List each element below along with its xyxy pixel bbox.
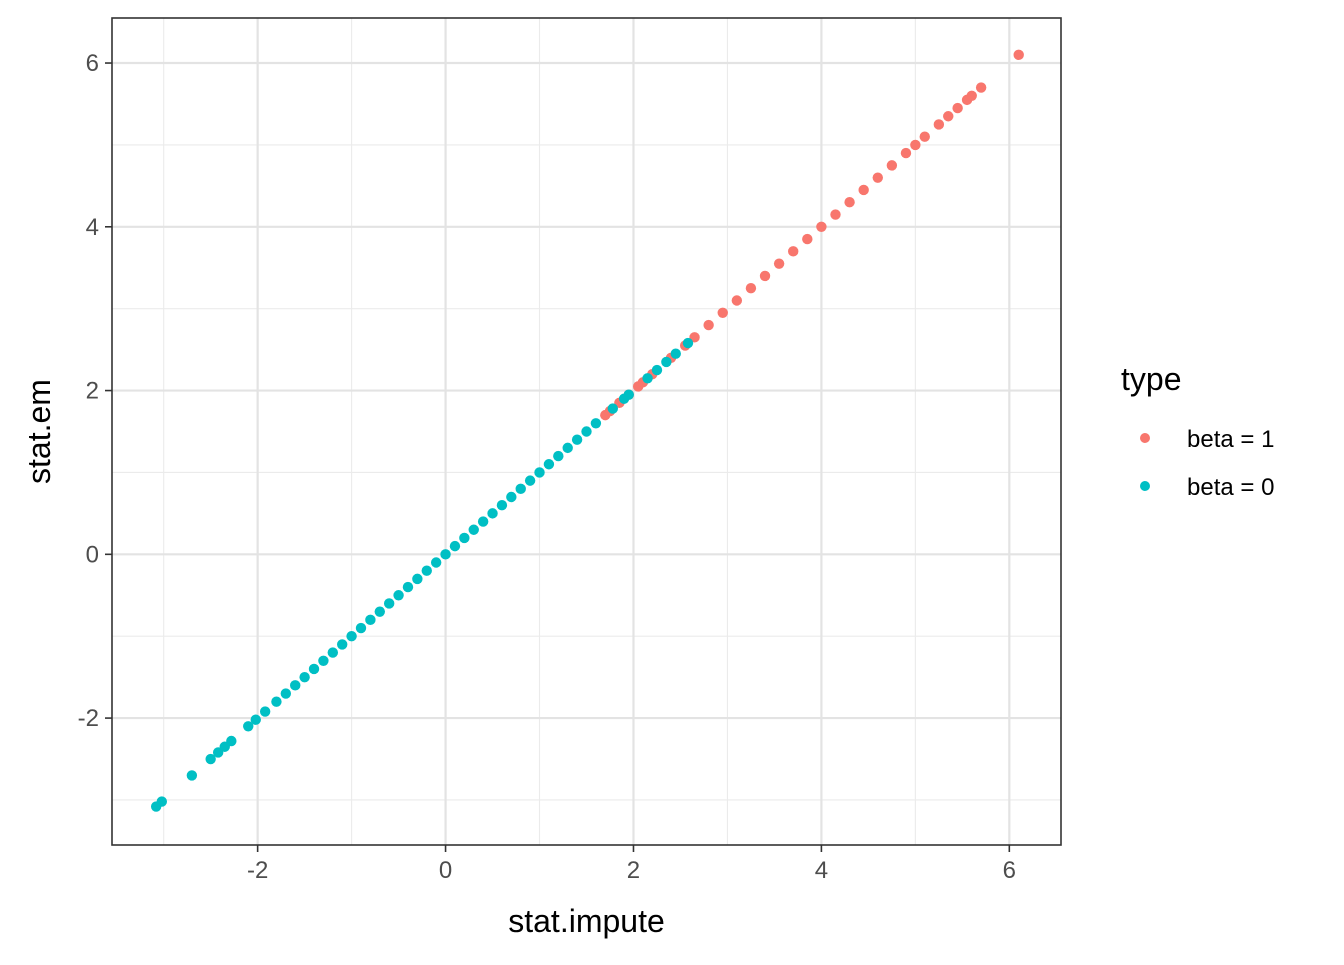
point-beta-0 (186, 770, 198, 781)
point-beta-0 (374, 606, 385, 617)
point-beta-0 (515, 483, 526, 495)
point-beta-1 (943, 111, 954, 122)
y-tick-label: -2 (78, 705, 99, 732)
x-axis: -2 0 2 4 6 (247, 845, 1016, 884)
point-beta-0 (337, 639, 348, 650)
point-beta-0 (581, 426, 592, 437)
y-tick-label: 2 (86, 378, 99, 405)
major-gridlines (112, 18, 1061, 845)
y-axis-title: stat.em (21, 379, 57, 484)
point-beta-0 (642, 373, 653, 384)
point-beta-0 (543, 459, 555, 470)
panel-border (111, 17, 1062, 846)
point-beta-0 (449, 540, 461, 552)
point-beta-1 (703, 319, 714, 331)
point-beta-0 (590, 418, 602, 429)
x-axis-title: stat.impute (508, 903, 665, 939)
point-beta-1 (919, 131, 930, 142)
y-axis: -2 0 2 4 6 (78, 50, 112, 732)
y-tick-label: 0 (86, 541, 99, 568)
legend-label-beta-1: beta = 1 (1187, 426, 1274, 453)
point-beta-1 (731, 295, 743, 306)
point-beta-0 (430, 557, 442, 568)
legend-key-beta-0 (1140, 481, 1150, 491)
point-beta-1 (900, 147, 912, 159)
x-tick-label: 6 (1003, 857, 1016, 884)
x-tick-label: 0 (439, 857, 452, 884)
point-beta-0 (280, 688, 292, 699)
minor-gridlines (112, 18, 1061, 845)
point-beta-1 (886, 160, 898, 171)
point-beta-1 (816, 221, 827, 232)
point-beta-1 (788, 246, 799, 257)
point-beta-0 (318, 655, 329, 666)
x-tick-label: 4 (815, 857, 828, 884)
point-beta-0 (243, 721, 254, 732)
point-beta-0 (271, 696, 282, 707)
point-beta-0 (607, 403, 619, 414)
point-beta-1 (745, 283, 757, 294)
point-beta-0 (327, 647, 339, 658)
point-beta-0 (496, 499, 508, 511)
point-beta-0 (402, 581, 414, 593)
point-beta-0 (365, 614, 376, 626)
point-beta-1 (910, 139, 921, 151)
point-beta-0 (661, 356, 672, 368)
point-beta-0 (299, 671, 310, 683)
legend-title: type (1121, 361, 1181, 397)
legend: type beta = 1 beta = 0 (1121, 361, 1274, 501)
point-beta-0 (226, 735, 237, 747)
point-beta-0 (670, 348, 681, 359)
point-beta-0 (355, 622, 367, 634)
point-beta-0 (477, 516, 489, 527)
point-beta-1 (933, 119, 945, 130)
point-beta-0 (487, 508, 498, 519)
legend-label-beta-0: beta = 0 (1187, 474, 1274, 501)
point-beta-0 (393, 590, 404, 601)
point-beta-1 (759, 270, 771, 282)
point-beta-1 (802, 233, 813, 245)
point-beta-0 (290, 680, 301, 691)
point-beta-0 (383, 598, 395, 609)
point-beta-1 (966, 90, 977, 101)
point-beta-1 (844, 197, 855, 208)
point-beta-0 (534, 467, 545, 478)
x-tick-label: 2 (627, 857, 640, 884)
point-beta-0 (506, 491, 517, 503)
point-beta-0 (562, 442, 573, 454)
x-tick-label: -2 (247, 857, 268, 884)
point-beta-1 (773, 258, 785, 269)
point-beta-0 (412, 573, 423, 585)
point-beta-0 (346, 631, 357, 642)
point-beta-0 (553, 450, 564, 462)
point-beta-1 (1013, 49, 1024, 61)
point-beta-0 (421, 565, 432, 576)
point-beta-0 (250, 714, 261, 725)
y-tick-label: 6 (86, 50, 99, 77)
y-tick-label: 4 (86, 214, 99, 241)
point-beta-0 (156, 796, 167, 807)
point-beta-0 (651, 364, 663, 376)
point-beta-0 (623, 389, 634, 400)
point-beta-0 (682, 337, 694, 349)
point-beta-0 (308, 663, 320, 675)
points-layer (150, 49, 1024, 812)
point-beta-0 (459, 532, 470, 544)
point-beta-0 (205, 753, 216, 765)
point-beta-0 (259, 706, 271, 717)
point-beta-0 (571, 434, 583, 445)
point-beta-0 (440, 549, 451, 560)
point-beta-1 (872, 172, 883, 183)
point-beta-0 (524, 475, 536, 486)
point-beta-1 (717, 307, 728, 318)
point-beta-0 (468, 524, 479, 535)
point-beta-1 (952, 102, 963, 114)
legend-key-beta-1 (1140, 433, 1150, 443)
point-beta-1 (975, 82, 987, 93)
point-beta-1 (830, 209, 841, 220)
point-beta-1 (858, 184, 869, 196)
